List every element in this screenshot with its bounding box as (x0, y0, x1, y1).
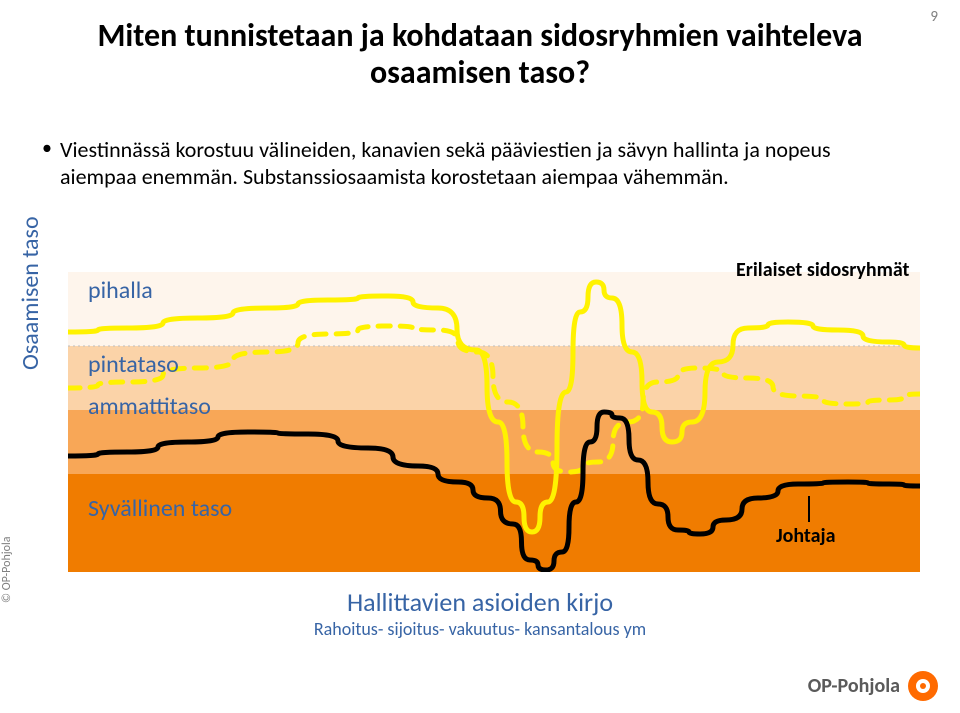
logo: OP-Pohjola (808, 671, 938, 701)
level-label-syvallinen: Syvällinen taso (88, 494, 232, 523)
level-label-pihalla: pihalla (88, 276, 153, 305)
annotation-erilaiset: Erilaiset sidosryhmät (736, 258, 910, 282)
page-number: 9 (930, 8, 938, 26)
logo-icon (908, 671, 938, 701)
level-label-pintataso: pintataso (88, 350, 179, 379)
annotation-johtaja-connector (808, 496, 810, 522)
x-axis-subtitle: Rahoitus- sijoitus- vakuutus- kansantalo… (0, 618, 960, 640)
body-bullet: Viestinnässä korostuu välineiden, kanavi… (60, 136, 900, 190)
x-axis-title: Hallittavien asioiden kirjo (0, 586, 960, 618)
logo-text: OP-Pohjola (808, 674, 900, 698)
annotation-johtaja: Johtaja (776, 524, 836, 548)
copyright-text: © OP-Pohjola (0, 537, 14, 603)
level-label-ammattitaso: ammattitaso (88, 392, 211, 421)
slide-title: Miten tunnistetaan ja kohdataan sidosryh… (52, 18, 908, 92)
y-axis-label: Osaamisen taso (16, 216, 45, 370)
